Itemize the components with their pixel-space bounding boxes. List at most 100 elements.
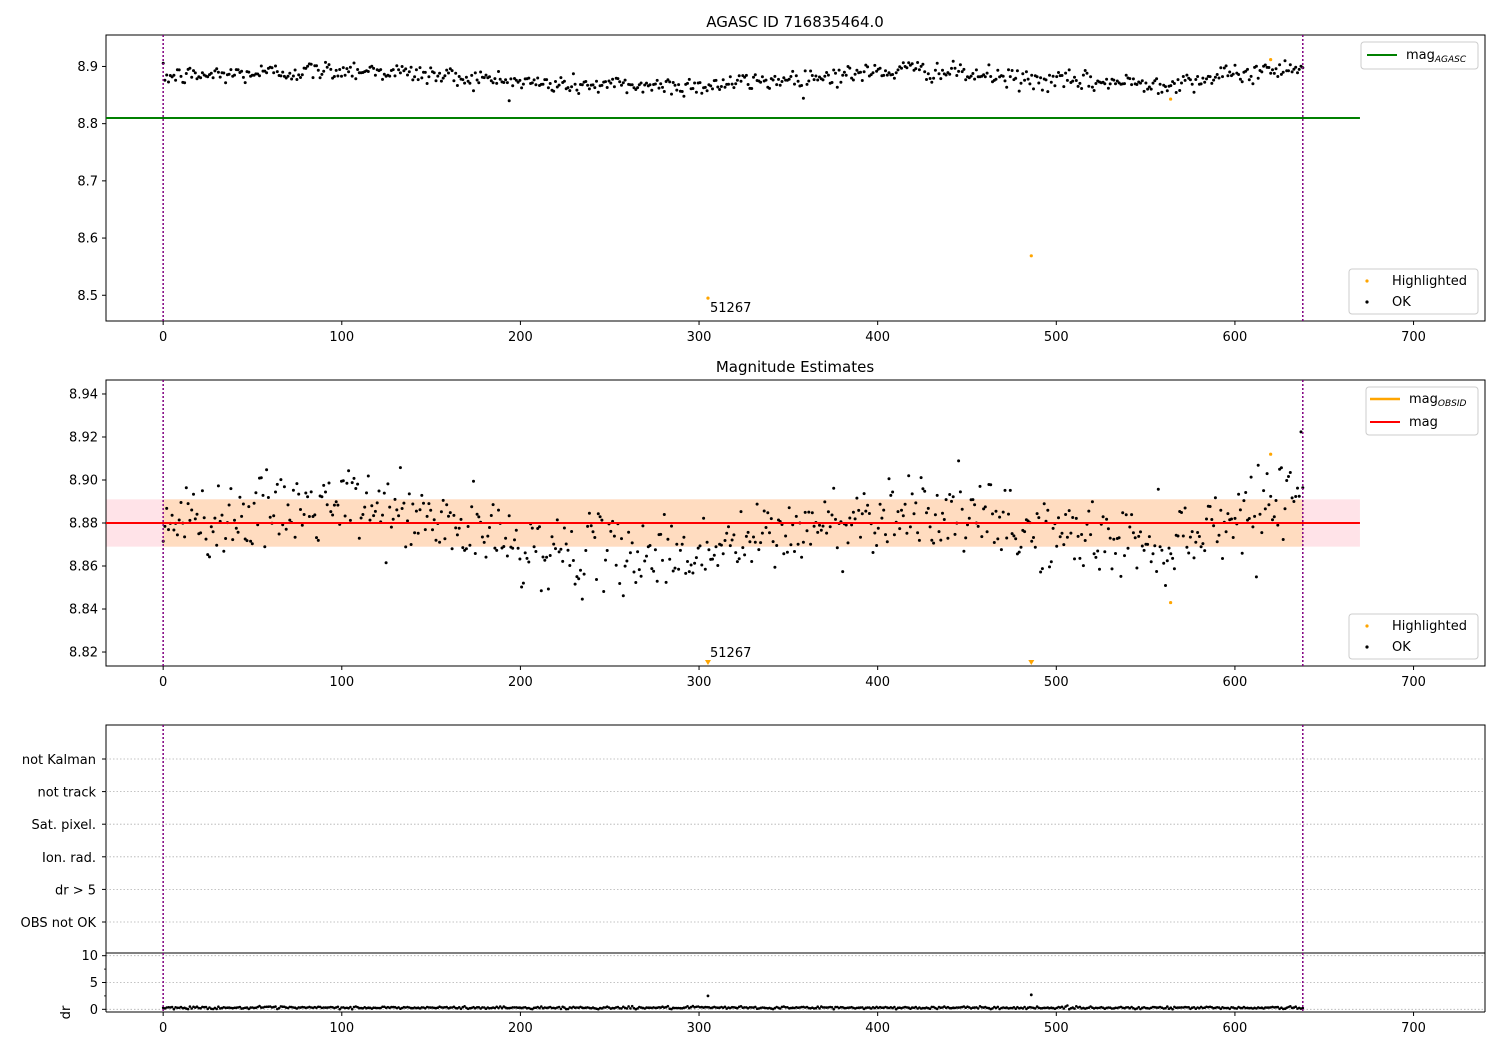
ok-point <box>577 577 581 581</box>
ok-point <box>431 528 434 532</box>
ok-point <box>639 574 643 578</box>
ok-point <box>532 545 536 549</box>
ok-point <box>639 81 643 85</box>
ok-point <box>279 478 283 482</box>
ok-point <box>1208 75 1212 79</box>
ok-point <box>480 535 484 539</box>
ok-point <box>862 492 866 496</box>
ok-point <box>546 587 550 591</box>
ok-point <box>172 528 176 532</box>
ok-point <box>1123 554 1126 558</box>
ok-point <box>1019 545 1023 549</box>
ok-point <box>220 513 224 517</box>
ok-point <box>1231 72 1235 76</box>
y-tick-label: 8.88 <box>69 517 98 532</box>
ok-point <box>1262 489 1266 493</box>
ok-point <box>274 490 277 494</box>
ok-point <box>340 74 343 78</box>
ok-point <box>570 85 574 89</box>
ok-point <box>901 514 905 518</box>
ok-point <box>384 561 388 565</box>
ok-point <box>905 66 909 70</box>
ok-point <box>1044 519 1048 523</box>
ok-point <box>213 69 217 73</box>
ok-point <box>507 99 511 103</box>
ok-point <box>557 550 561 554</box>
ok-point <box>830 81 834 84</box>
ok-point <box>1144 81 1148 85</box>
ok-point <box>297 73 301 77</box>
ok-point <box>1247 78 1251 82</box>
dr-point <box>459 1007 463 1011</box>
ok-point <box>946 536 950 540</box>
ok-point <box>1087 509 1091 513</box>
y-tick-label: 8.94 <box>69 387 98 402</box>
ok-point <box>1001 74 1005 78</box>
ok-point <box>926 506 930 510</box>
ok-point <box>1094 555 1098 559</box>
ok-point <box>612 534 616 538</box>
ok-point <box>397 68 401 72</box>
dr-point <box>1171 1007 1174 1011</box>
ok-point <box>730 538 734 542</box>
ok-point <box>400 507 404 510</box>
ok-point <box>691 571 695 575</box>
ok-point <box>268 515 272 519</box>
ok-point <box>1162 561 1166 565</box>
ok-point <box>1238 508 1242 512</box>
middle-legend-upper: magOBSID mag <box>1365 386 1479 436</box>
ok-point <box>1274 499 1278 502</box>
ok-point <box>621 81 625 85</box>
ok-point <box>664 580 668 584</box>
ok-point <box>693 81 697 85</box>
ok-point <box>334 500 338 504</box>
x-tick-label: 700 <box>1401 675 1426 690</box>
ok-point <box>1197 535 1201 538</box>
ok-point <box>352 476 356 480</box>
ok-point <box>1180 81 1183 85</box>
dr-point <box>463 1005 466 1008</box>
ok-point <box>1221 75 1224 79</box>
ok-point <box>1151 81 1155 85</box>
ok-point <box>461 78 465 82</box>
ok-point <box>1201 542 1205 546</box>
ok-point <box>1005 536 1009 540</box>
middle-panel-title: Magnitude Estimates <box>716 358 874 376</box>
ok-point <box>1023 530 1027 534</box>
ok-point <box>1215 73 1219 76</box>
ok-point <box>265 468 269 472</box>
ok-point <box>1058 535 1062 539</box>
ok-point <box>200 71 204 75</box>
ok-point <box>712 553 716 557</box>
ok-point <box>620 83 623 87</box>
dr-point <box>666 1004 670 1008</box>
ok-point <box>423 528 427 532</box>
flag-label: dr > 5 <box>55 883 96 898</box>
ok-point <box>596 512 600 516</box>
flags-panel: not Kalman not track Sat. pixel. Ion. rad. d… <box>21 724 1486 954</box>
ok-point <box>1215 540 1219 544</box>
ok-point <box>322 483 326 487</box>
ok-point <box>329 510 333 514</box>
ok-point <box>571 559 575 562</box>
ok-point <box>561 559 565 563</box>
ok-point <box>671 569 675 573</box>
ok-point <box>989 483 993 487</box>
ok-point <box>245 539 249 543</box>
ok-point <box>559 76 563 80</box>
ok-point <box>315 64 318 68</box>
ok-point <box>766 511 770 515</box>
ok-point <box>1219 66 1223 70</box>
ok-point <box>819 528 823 532</box>
dr-point <box>238 1005 242 1009</box>
flag-label: OBS not OK <box>21 916 97 931</box>
ok-point <box>794 514 798 518</box>
ok-point <box>286 74 290 78</box>
ok-point <box>404 545 408 549</box>
ok-point <box>643 83 647 87</box>
ok-point <box>1021 72 1025 76</box>
ok-point <box>1269 71 1273 75</box>
ok-point <box>511 84 515 88</box>
ok-point <box>475 512 479 516</box>
ok-point <box>987 63 991 67</box>
